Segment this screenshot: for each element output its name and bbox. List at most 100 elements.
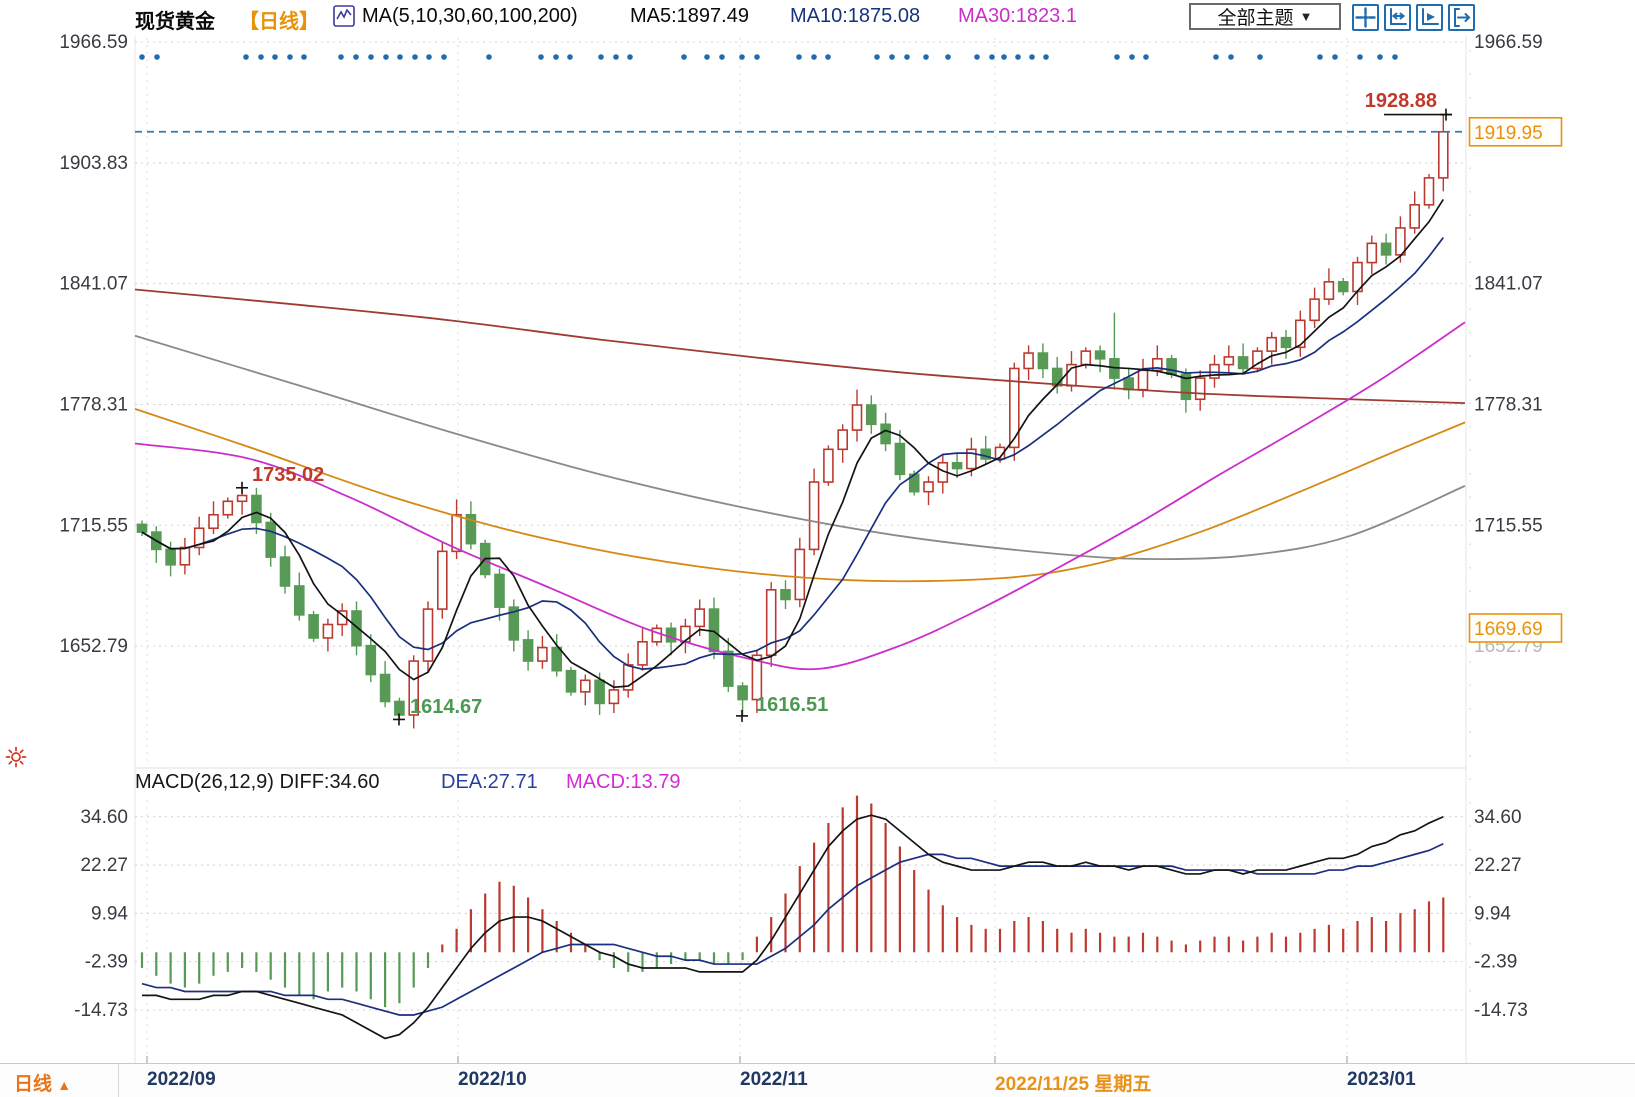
period-selector[interactable]: 日线 ▲	[14, 1069, 71, 1096]
candle-body	[1252, 350, 1263, 370]
event-dot-icon[interactable]	[1257, 54, 1263, 60]
candlesticks	[136, 114, 1449, 729]
price-axis-label-left: 1652.79	[59, 636, 128, 657]
event-dot-icon[interactable]	[989, 54, 995, 60]
candle-body	[1209, 363, 1220, 379]
candle-body	[208, 513, 219, 530]
event-dot-icon[interactable]	[811, 54, 817, 60]
candle-body	[365, 644, 377, 676]
event-dot-icon[interactable]	[538, 54, 544, 60]
candle-body	[1266, 336, 1277, 352]
event-dot-icon[interactable]	[486, 54, 492, 60]
event-dot-icon[interactable]	[1015, 54, 1021, 60]
event-dot-icon[interactable]	[301, 54, 307, 60]
event-dot-icon[interactable]	[704, 54, 710, 60]
event-dot-icon[interactable]	[904, 54, 910, 60]
x-axis-selected-date-label: 2022/11/25 星期五	[995, 1074, 1152, 1095]
candle-body	[894, 442, 906, 476]
macd-axis-label-left: 9.94	[91, 903, 128, 924]
candle-body	[565, 669, 577, 693]
indicator-settings-sun-icon[interactable]	[4, 745, 28, 774]
theme-dropdown[interactable]: 全部主题 ▼	[1189, 3, 1341, 30]
event-dot-icon[interactable]	[1001, 54, 1007, 60]
event-dot-icon[interactable]	[874, 54, 880, 60]
event-dot-icon[interactable]	[627, 54, 633, 60]
event-dot-icon[interactable]	[1029, 54, 1035, 60]
event-dot-icon[interactable]	[553, 54, 559, 60]
price-axis-label-left: 1715.55	[59, 515, 128, 536]
ma5-line	[141, 199, 1445, 689]
candle-body	[737, 685, 748, 701]
macd-axis-label-left: -14.73	[74, 1000, 128, 1021]
event-dot-icon[interactable]	[368, 54, 374, 60]
event-dot-icon[interactable]	[889, 54, 895, 60]
candle-body	[1166, 358, 1177, 376]
shift-pane-right-icon[interactable]	[1448, 4, 1475, 31]
event-dot-icon[interactable]	[825, 54, 831, 60]
bottom-bar-divider	[118, 1064, 119, 1097]
ma5-value-label: MA5:1897.49	[630, 5, 749, 27]
event-dot-icon[interactable]	[353, 54, 359, 60]
event-dot-icon[interactable]	[1114, 54, 1120, 60]
event-dot-icon[interactable]	[796, 54, 802, 60]
event-dot-icon[interactable]	[243, 54, 249, 60]
candle-body	[308, 614, 319, 639]
event-dot-icon[interactable]	[258, 54, 264, 60]
event-dot-icon[interactable]	[1317, 54, 1323, 60]
theme-dropdown-label: 全部主题	[1217, 8, 1294, 29]
event-dot-icon[interactable]	[739, 54, 745, 60]
move-crosshair-icon[interactable]	[1352, 4, 1379, 31]
candle-body	[1409, 204, 1420, 229]
event-dot-icon[interactable]	[1043, 54, 1049, 60]
event-dot-icon[interactable]	[412, 54, 418, 60]
candle-body	[1223, 356, 1235, 366]
event-dot-icon[interactable]	[567, 54, 573, 60]
event-dot-icon[interactable]	[945, 54, 951, 60]
event-dot-icon[interactable]	[1143, 54, 1149, 60]
event-dot-icon[interactable]	[397, 54, 403, 60]
price-axis-label-left: 1841.07	[59, 274, 128, 295]
macd-settings-diff-label: MACD(26,12,9) DIFF:34.60	[135, 771, 380, 793]
event-dot-icon[interactable]	[1357, 54, 1363, 60]
event-dot-icon[interactable]	[441, 54, 447, 60]
candle-body	[1123, 377, 1134, 391]
candle-body	[265, 521, 277, 558]
event-dot-icon[interactable]	[383, 54, 389, 60]
event-dot-icon[interactable]	[923, 54, 929, 60]
candle-body	[293, 585, 305, 616]
event-dot-icon[interactable]	[1228, 54, 1234, 60]
event-dot-icon[interactable]	[719, 54, 725, 60]
candlestick-chart-icon	[333, 5, 355, 32]
event-dot-icon[interactable]	[754, 54, 760, 60]
x-axis-play-icon[interactable]	[1416, 4, 1443, 31]
candle-body	[594, 679, 605, 705]
candle-body	[808, 481, 820, 551]
event-dot-icon[interactable]	[613, 54, 619, 60]
candle-body	[637, 641, 648, 666]
event-dot-icon[interactable]	[272, 54, 278, 60]
ma200-line	[134, 288, 1466, 405]
event-dot-icon[interactable]	[598, 54, 604, 60]
event-dot-icon[interactable]	[1129, 54, 1135, 60]
event-dot-icon[interactable]	[426, 54, 432, 60]
event-dot-icon[interactable]	[338, 54, 344, 60]
event-dot-icon[interactable]	[974, 54, 980, 60]
candle-body	[193, 527, 205, 549]
low-annotation: 1614.67	[410, 696, 482, 718]
macd-axis-label-left: 22.27	[80, 855, 128, 876]
y-axis-scale-icon[interactable]	[1384, 4, 1411, 31]
secondary-price-badge: 1669.69	[1474, 619, 1543, 640]
event-dot-icon[interactable]	[1392, 54, 1398, 60]
candle-body	[422, 608, 434, 662]
event-dot-icon[interactable]	[154, 54, 160, 60]
event-dot-icon[interactable]	[287, 54, 293, 60]
candle-body	[1137, 369, 1149, 391]
secondary-price-badge-box	[1468, 613, 1563, 643]
event-dot-icon[interactable]	[1377, 54, 1383, 60]
event-dot-icon[interactable]	[139, 54, 145, 60]
event-dot-icon[interactable]	[681, 54, 687, 60]
ma30-line	[134, 321, 1466, 671]
event-dot-icon[interactable]	[1332, 54, 1338, 60]
ma-settings-label: MA(5,10,30,60,100,200)	[362, 5, 578, 27]
event-dot-icon[interactable]	[1213, 54, 1219, 60]
